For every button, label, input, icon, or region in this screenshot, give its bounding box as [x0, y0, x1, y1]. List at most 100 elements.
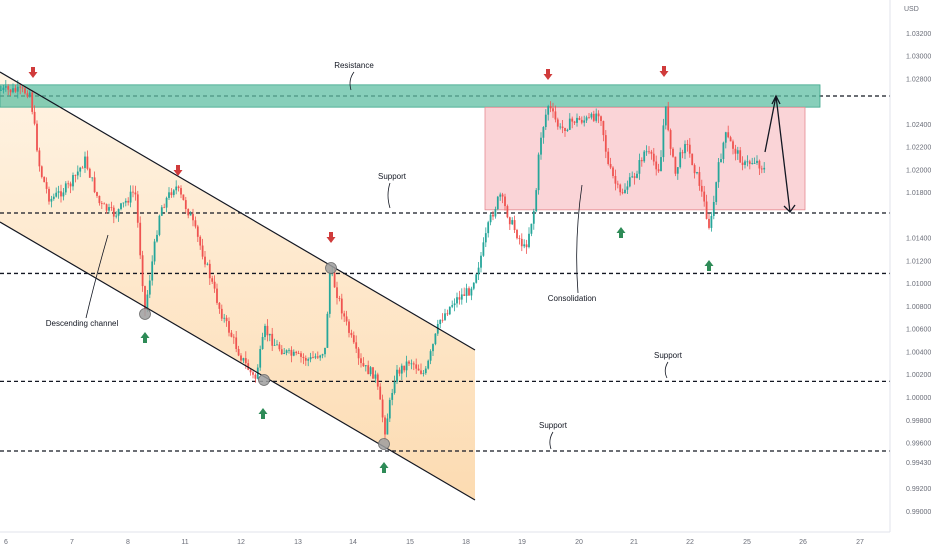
y-tick-label: 1.03200 [906, 31, 931, 38]
candle-body [225, 317, 228, 322]
candle-body [741, 162, 744, 165]
y-tick-label: 0.99800 [906, 418, 931, 425]
candle-body [501, 194, 504, 197]
candle-body [434, 333, 437, 345]
candle-body [2, 87, 5, 90]
x-tick-label: 6 [4, 539, 8, 546]
candle-body [182, 194, 185, 201]
candle-body [208, 263, 211, 279]
y-tick-label: 0.99430 [906, 460, 931, 467]
candle-body [631, 176, 634, 178]
channel-upper-line[interactable] [0, 71, 476, 351]
candle-body [652, 153, 655, 162]
candle-body [650, 151, 653, 154]
candle-body [266, 325, 269, 336]
candle-body [240, 355, 242, 361]
candle-body [165, 197, 168, 208]
annotation-label[interactable]: Consolidation [548, 294, 596, 303]
candle-body [561, 126, 564, 128]
y-tick-label: 1.00200 [906, 372, 931, 379]
y-tick-label: 1.02400 [906, 122, 931, 129]
candle-body [568, 118, 571, 130]
x-tick-label: 20 [575, 539, 583, 546]
candle-body [564, 127, 566, 131]
annotation-label[interactable]: Support [378, 172, 407, 181]
annotation-label[interactable]: Resistance [334, 61, 374, 70]
candle-body [264, 325, 266, 338]
candle-body [626, 186, 629, 190]
candle-body [132, 191, 134, 193]
candle-body [247, 363, 250, 370]
time-axis[interactable] [0, 532, 890, 550]
y-tick-label: 1.01000 [906, 281, 931, 288]
x-tick-label: 21 [630, 539, 638, 546]
candle-body [67, 183, 70, 185]
candle-body [252, 372, 254, 375]
candle-body [52, 196, 55, 199]
candle-body [597, 113, 600, 117]
candle-body [688, 144, 691, 154]
candle-body [578, 117, 581, 120]
candle-body [717, 162, 720, 183]
resistance-zone[interactable] [0, 84, 821, 108]
candle-body [9, 89, 12, 93]
candle-body [352, 335, 355, 343]
candle-body [393, 381, 396, 393]
candle-body [211, 278, 214, 282]
candle-body [86, 156, 89, 169]
candle-body [624, 189, 626, 194]
candle-body [470, 288, 473, 296]
price-axis[interactable] [890, 0, 932, 532]
candle-body [583, 120, 586, 123]
candle-body [379, 386, 382, 400]
candle-body [552, 108, 554, 112]
annotation-pointer [349, 71, 355, 91]
candle-body [273, 345, 276, 346]
candle-body [636, 173, 638, 178]
candle-body [115, 215, 118, 217]
candle-body [156, 234, 158, 242]
candle-body [40, 166, 43, 177]
x-tick-label: 26 [799, 539, 807, 546]
channel-lower-line[interactable] [0, 221, 476, 501]
candle-body [489, 214, 492, 223]
candle-body [722, 142, 725, 160]
candle-body [573, 121, 576, 123]
annotation-label[interactable]: Support [539, 421, 568, 430]
annotation-label[interactable]: Descending channel [46, 319, 119, 328]
annotation-label[interactable]: Support [654, 351, 683, 360]
candle-body [540, 137, 542, 155]
candle-body [33, 111, 36, 124]
candle-body [31, 92, 34, 112]
candle-body [657, 169, 660, 172]
candle-body [696, 172, 698, 174]
candle-body [472, 282, 475, 289]
candle-body [230, 332, 233, 337]
candle-body [112, 207, 115, 217]
candle-body [672, 148, 674, 157]
candle-body [108, 207, 110, 211]
candle-body [477, 267, 480, 275]
candle-body [422, 373, 425, 374]
candle-body [547, 106, 550, 115]
candle-body [62, 192, 65, 197]
candle-body [506, 206, 509, 218]
candle-body [609, 163, 612, 168]
candle-body [453, 303, 456, 306]
sell-arrow-icon [543, 69, 553, 80]
candle-body [244, 358, 247, 364]
candle-body [57, 191, 60, 193]
candle-body [616, 183, 619, 185]
candle-body [487, 222, 490, 234]
candle-body [194, 220, 197, 227]
candle-body [7, 86, 10, 90]
candle-body [72, 175, 74, 187]
candle-body [746, 161, 749, 163]
candle-body [367, 365, 370, 375]
candle-body [55, 192, 58, 197]
candle-body [374, 374, 377, 379]
candle-body [129, 191, 132, 203]
x-tick-label: 22 [686, 539, 694, 546]
candle-body [232, 336, 235, 338]
